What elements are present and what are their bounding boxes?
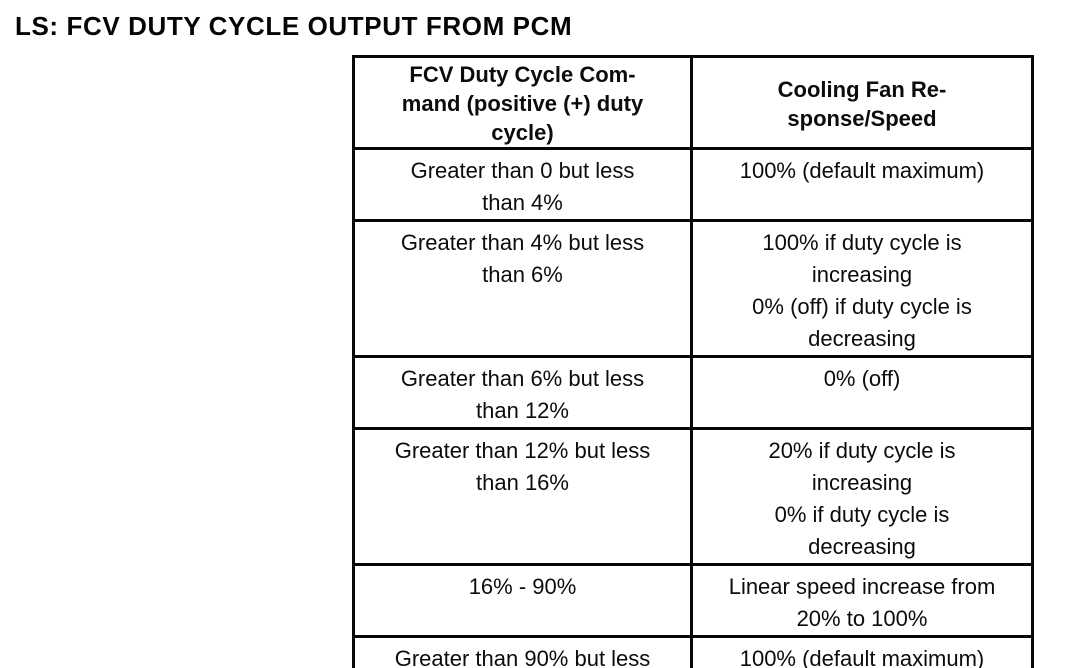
cell-command: Greater than 90% but less than 100% (352, 635, 693, 668)
cell-command: Greater than 4% but less than 6% (352, 219, 693, 358)
cell-response: 20% if duty cycle is increasing 0% if du… (690, 427, 1034, 566)
fcv-duty-cycle-table: FCV Duty Cycle Com- mand (positive (+) d… (352, 55, 1034, 668)
table-row: 16% - 90% Linear speed increase from 20%… (352, 563, 1034, 638)
table-row: Greater than 12% but less than 16% 20% i… (352, 427, 1034, 566)
cell-response: Linear speed increase from 20% to 100% (690, 563, 1034, 638)
cell-command: Greater than 0 but less than 4% (352, 147, 693, 222)
cell-command: Greater than 12% but less than 16% (352, 427, 693, 566)
cell-response: 100% (default maximum) (690, 147, 1034, 222)
cell-response: 100% if duty cycle is increasing 0% (off… (690, 219, 1034, 358)
table-row: Greater than 4% but less than 6% 100% if… (352, 219, 1034, 358)
table-row: Greater than 0 but less than 4% 100% (de… (352, 147, 1034, 222)
cell-response: 0% (off) (690, 355, 1034, 430)
cell-command: 16% - 90% (352, 563, 693, 638)
header-cell-duty-cycle-command: FCV Duty Cycle Com- mand (positive (+) d… (352, 55, 693, 150)
page-title: LS: FCV DUTY CYCLE OUTPUT FROM PCM (15, 11, 573, 41)
table-row: Greater than 6% but less than 12% 0% (of… (352, 355, 1034, 430)
cell-command: Greater than 6% but less than 12% (352, 355, 693, 430)
cell-response: 100% (default maximum) (690, 635, 1034, 668)
table-row: Greater than 90% but less than 100% 100%… (352, 635, 1034, 668)
table-header-row: FCV Duty Cycle Com- mand (positive (+) d… (352, 55, 1034, 150)
header-cell-fan-response: Cooling Fan Re- sponse/Speed (690, 55, 1034, 150)
